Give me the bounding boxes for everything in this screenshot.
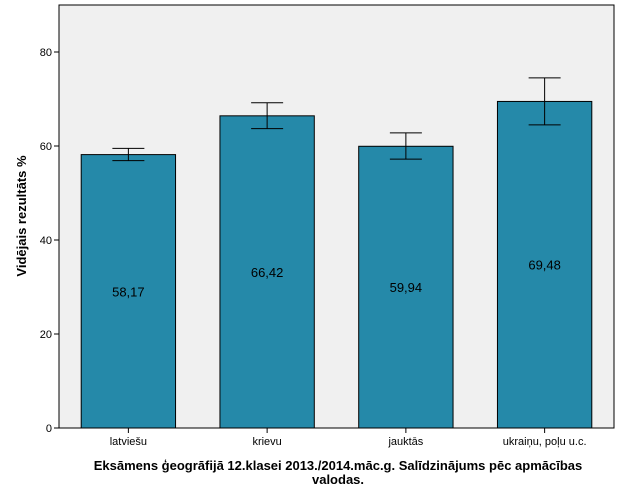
error-bar-1 — [251, 102, 284, 130]
x-axis-title-line-1: Eksāmens ģeogrāfijā 12.klasei 2013./2014… — [94, 458, 582, 473]
data-labels-group: 58,17 66,42 59,94 69,48 — [112, 258, 561, 300]
data-label-0: 58,17 — [112, 284, 145, 299]
x-tick-label-1: krievu — [252, 436, 281, 448]
bar-0 — [80, 154, 177, 429]
x-tick-label-0: latviešu — [110, 436, 147, 448]
x-tick-label-3: ukraiņu, poļu u.c. — [503, 436, 587, 448]
y-tick-label-4: 80 — [40, 47, 52, 59]
error-bar-0 — [112, 147, 145, 162]
data-label-3: 69,48 — [528, 258, 561, 273]
y-axis: 0 20 40 60 80 — [40, 47, 59, 435]
y-tick-label-3: 60 — [40, 141, 52, 153]
bar-3 — [496, 100, 593, 429]
error-bar-3 — [528, 77, 561, 126]
bar-2 — [358, 145, 454, 429]
y-tick-label-1: 20 — [40, 329, 52, 341]
y-tick-label-0: 0 — [46, 423, 52, 435]
data-label-1: 66,42 — [251, 265, 284, 280]
y-axis-title: Vidējais rezultāts % — [14, 155, 29, 277]
error-bar-2 — [389, 132, 422, 160]
x-axis-title-line-2: valodas. — [312, 472, 364, 487]
y-tick-label-2: 40 — [40, 235, 52, 247]
x-tick-label-2: jauktās — [387, 436, 423, 448]
error-bars-group — [112, 77, 561, 162]
data-label-2: 59,94 — [390, 280, 423, 295]
x-axis: latviešu krievu jauktās ukraiņu, poļu u.c. — [110, 428, 587, 448]
